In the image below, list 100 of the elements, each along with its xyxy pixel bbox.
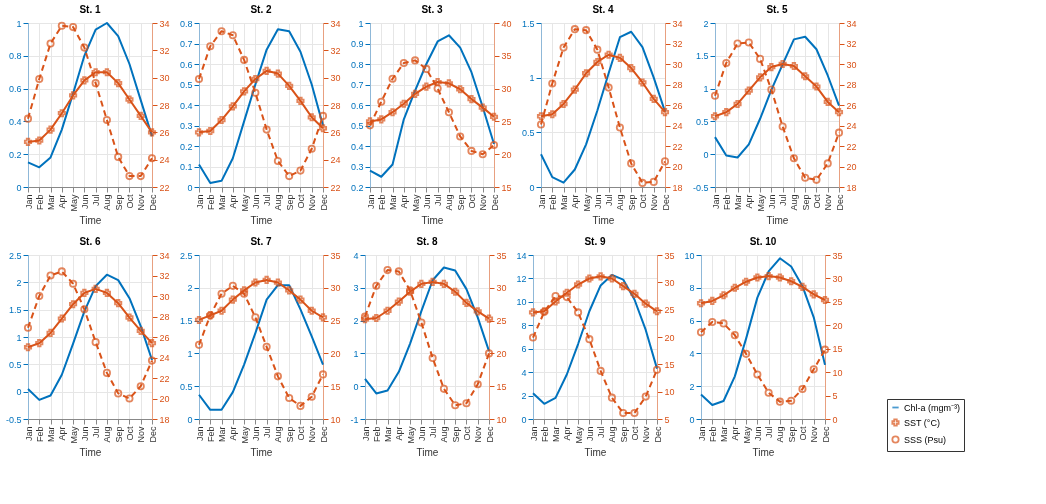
y2-tick-label: 10 <box>664 387 675 398</box>
point <box>615 53 624 62</box>
point <box>627 64 636 73</box>
y-tick-label: 1.5 <box>695 51 709 62</box>
y-tick-label: 8 <box>689 283 695 294</box>
x-tick-label: Nov <box>307 426 318 443</box>
y-tick-label: 0.6 <box>8 84 22 95</box>
x-tick-label: Jun <box>584 426 595 442</box>
point <box>798 282 807 291</box>
point <box>35 339 44 348</box>
y2-tick-label: 30 <box>664 277 675 288</box>
y2-tick-label: 24 <box>159 353 170 363</box>
point <box>388 108 397 117</box>
y2-tick-label: 24 <box>846 121 857 131</box>
x-tick-label: Mar <box>733 194 744 210</box>
point <box>630 289 639 298</box>
x-tick-label: Jun <box>592 194 603 210</box>
x-tick-label: Mar <box>559 194 570 210</box>
y-tick-label: 0.3 <box>179 121 193 131</box>
point <box>147 339 157 348</box>
x-tick-label: Dec <box>318 194 329 211</box>
x-tick-label: Sep <box>800 194 811 211</box>
y2-tick-label: 34 <box>672 18 683 29</box>
y-tick-label: 0.5 <box>521 127 535 138</box>
point <box>619 408 628 418</box>
point <box>753 370 762 379</box>
y2-tick-label: 35 <box>496 250 507 261</box>
point <box>125 313 134 322</box>
y2-tick-label: 18 <box>672 182 683 193</box>
point <box>46 271 55 280</box>
point <box>809 290 818 299</box>
y-tick-label: 0 <box>521 414 527 425</box>
y-tick-label: 0.6 <box>179 59 193 70</box>
y2-tick-label: 20 <box>330 348 341 359</box>
point <box>559 99 568 109</box>
point <box>462 298 471 307</box>
point <box>69 91 78 100</box>
point <box>649 177 658 186</box>
x-axis-title: Time <box>592 214 615 226</box>
y-tick-label: 1.5 <box>179 316 193 327</box>
x-tick-label: Mar <box>46 426 57 442</box>
y2-tick-label: 30 <box>159 73 170 84</box>
x-tick-label: Feb <box>721 194 732 211</box>
y2-tick-label: 18 <box>846 182 857 193</box>
x-tick-label: Apr <box>744 194 755 209</box>
point <box>80 305 89 314</box>
point <box>262 342 271 351</box>
point <box>262 125 271 134</box>
point <box>536 112 546 121</box>
chart-title: St. 4 <box>592 4 614 15</box>
y-tick-label: 0.1 <box>179 162 193 172</box>
x-tick-label: Aug <box>775 426 786 443</box>
x-tick-label: Apr <box>570 194 581 209</box>
y2-tick-label: 26 <box>159 332 170 343</box>
point <box>307 113 316 122</box>
x-tick-label: Mar <box>551 426 562 442</box>
point <box>318 370 328 379</box>
x-tick-label: Dec <box>484 426 495 443</box>
y-tick-label: 0 <box>353 381 359 392</box>
point <box>365 117 375 126</box>
point <box>411 56 420 65</box>
y-tick-label: 0 <box>16 387 22 398</box>
y2-tick-label: 10 <box>330 414 341 425</box>
point <box>428 277 437 286</box>
x-tick-label: May <box>239 426 250 444</box>
point <box>722 58 731 68</box>
y-tick-label: 0.4 <box>179 100 193 111</box>
point <box>660 157 670 166</box>
y-tick-label: 0 <box>187 414 193 425</box>
x-tick-label: Oct <box>466 194 477 209</box>
point <box>69 23 78 32</box>
y-tick-label: 2.5 <box>8 250 22 261</box>
y-tick-label: 1 <box>187 348 193 359</box>
x-tick-label: Feb <box>371 426 382 443</box>
point <box>708 296 717 305</box>
point <box>798 384 807 394</box>
point <box>582 26 591 35</box>
y2-tick-label: 20 <box>846 162 857 172</box>
x-tick-label: Jan <box>360 426 371 442</box>
point <box>377 115 386 124</box>
y-tick-label: 0.8 <box>350 59 364 70</box>
y2-tick-label: 24 <box>672 121 683 131</box>
x-tick-label: Oct <box>124 426 135 441</box>
point <box>641 299 650 308</box>
y2-tick-label: 10 <box>496 414 507 425</box>
y2-tick-label: 30 <box>501 84 512 95</box>
x-tick-label: Aug <box>444 194 455 211</box>
point <box>251 278 260 287</box>
y-tick-label: 4 <box>521 367 527 378</box>
x-tick-label: Jan <box>528 426 539 442</box>
point <box>574 308 583 317</box>
y2-tick-label: 20 <box>672 162 683 172</box>
point <box>114 79 123 88</box>
x-tick-label: Apr <box>228 194 239 209</box>
point <box>91 338 100 347</box>
point <box>742 349 751 358</box>
point <box>638 178 647 187</box>
y2-tick-label: 20 <box>496 348 507 359</box>
point <box>217 115 226 125</box>
point <box>467 95 476 104</box>
